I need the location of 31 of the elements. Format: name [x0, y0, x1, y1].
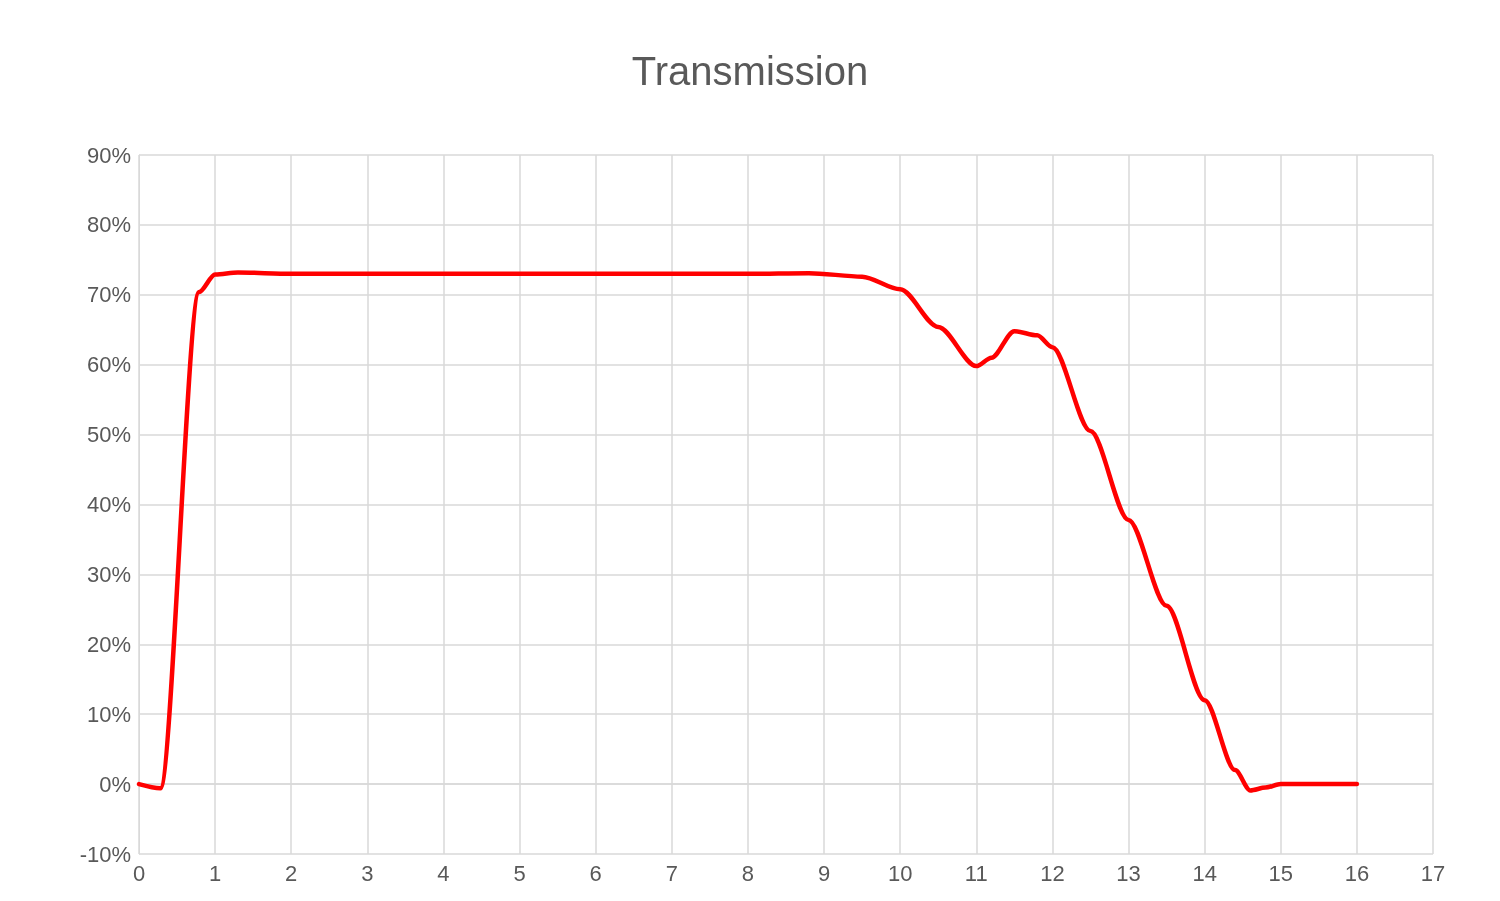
x-tick-label: 10: [887, 860, 913, 886]
y-tick-label: 70%: [86, 282, 131, 308]
x-tick-label: 9: [817, 860, 831, 886]
y-tick-label: 10%: [86, 701, 131, 727]
y-tick-label: 60%: [86, 352, 131, 378]
chart-title: Transmission: [631, 49, 869, 93]
x-tick-label: 1: [208, 860, 222, 886]
x-tick-label: 2: [285, 860, 298, 886]
line-series: [136, 270, 1360, 793]
y-tick-label: 80%: [86, 212, 131, 238]
x-tick-label: 11: [964, 860, 988, 886]
x-tick-label: 16: [1344, 860, 1370, 886]
x-tick-label: 13: [1116, 860, 1141, 886]
y-tick-label: 20%: [86, 631, 131, 657]
x-tick-label: 3: [361, 860, 374, 886]
x-tick-label: 5: [513, 860, 526, 886]
x-tick-label: 7: [665, 860, 678, 886]
y-tick-label: 90%: [86, 142, 131, 168]
x-tick-label: 8: [741, 860, 755, 886]
y-tick-label: 50%: [86, 422, 131, 448]
y-tick-label: 0%: [99, 771, 131, 797]
x-tick-label: 17: [1420, 860, 1446, 886]
y-tick-label: 40%: [86, 492, 131, 517]
x-tick-label: 14: [1192, 860, 1217, 886]
y-tick-label: 30%: [86, 561, 131, 587]
x-tick-label: 15: [1268, 860, 1294, 886]
x-tick-label: 6: [589, 860, 602, 886]
x-tick-label: 4: [437, 860, 450, 886]
x-tick-label: 0: [132, 860, 146, 886]
x-tick-label: 12: [1040, 860, 1065, 886]
y-tick-label: -10%: [79, 841, 131, 867]
